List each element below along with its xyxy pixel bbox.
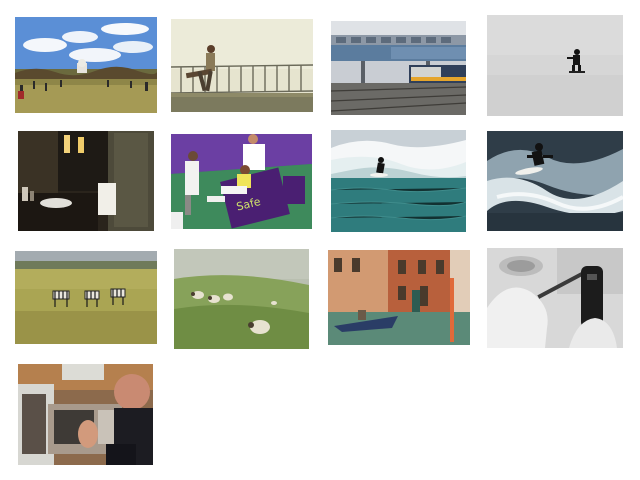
thumbnail-venice-canal[interactable] (328, 250, 470, 345)
thumbnail-zebras-field[interactable] (15, 251, 157, 344)
thumbnail-train-station[interactable] (331, 21, 466, 115)
thumbnail-hotel-bathroom[interactable] (18, 131, 154, 231)
thumbnail-park-lawn[interactable] (15, 17, 157, 113)
svg-text:Safe: Safe (235, 195, 262, 214)
thumbnail-man-microwave[interactable] (18, 364, 153, 465)
thumbnail-surfer-wave[interactable] (331, 130, 466, 232)
thumbnail-hand-wii-remote[interactable] (487, 248, 623, 348)
thumbnail-surfer-river-wave[interactable] (487, 131, 623, 231)
thumbnail-sheep-foggy-hill[interactable] (174, 249, 309, 349)
thumbnail-skateboarder[interactable] (171, 19, 313, 112)
thumbnail-tennis-courtside[interactable]: Safe (171, 134, 312, 229)
thumbnail-snowboarder[interactable] (487, 15, 623, 116)
